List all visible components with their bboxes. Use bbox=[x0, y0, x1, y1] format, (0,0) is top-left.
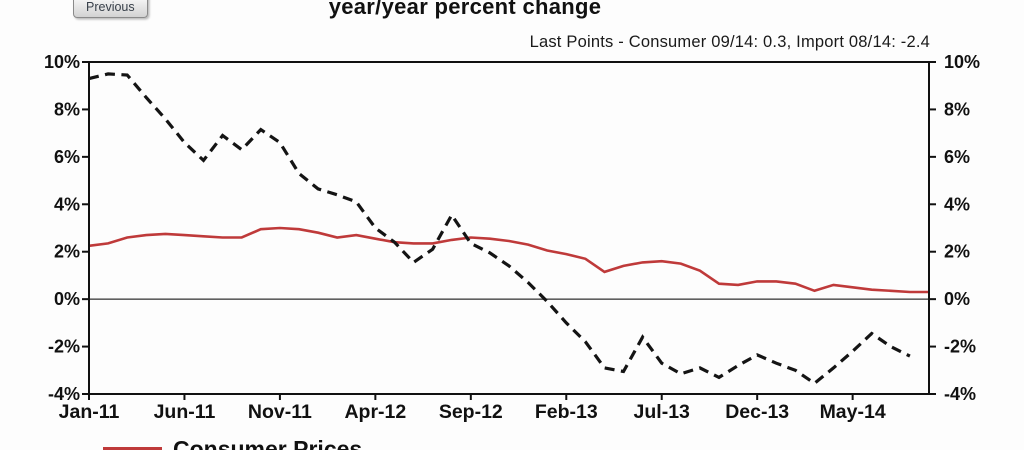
chart-legend: Consumer Prices bbox=[103, 436, 362, 450]
y-axis-label-right: 8% bbox=[944, 99, 970, 119]
y-axis-label-left: 2% bbox=[54, 242, 80, 262]
chart-subtitle-last-points: Last Points - Consumer 09/14: 0.3, Impor… bbox=[529, 33, 930, 51]
consumer-prices-legend-label: Consumer Prices bbox=[173, 436, 363, 450]
y-axis-label-left: 0% bbox=[54, 289, 80, 309]
x-axis-label: Apr-12 bbox=[344, 401, 406, 423]
import-line bbox=[88, 72, 911, 386]
x-axis-label: Feb-13 bbox=[535, 401, 598, 423]
x-axis-label: May-14 bbox=[820, 401, 886, 423]
x-axis-label: Dec-13 bbox=[725, 401, 789, 423]
y-axis-label-left: -4% bbox=[48, 384, 80, 404]
previous-button[interactable]: Previous bbox=[73, 0, 148, 18]
x-axis-label: Sep-12 bbox=[439, 401, 503, 423]
x-axis-label: Jan-11 bbox=[59, 401, 120, 423]
y-axis-label-right: 2% bbox=[944, 242, 970, 262]
x-axis-label: Nov-11 bbox=[248, 401, 312, 423]
y-axis-label-left: 8% bbox=[54, 99, 80, 119]
consumer-prices-line bbox=[88, 226, 929, 294]
y-axis-label-right: 0% bbox=[944, 289, 970, 309]
y-axis-label-left: 4% bbox=[54, 194, 80, 214]
consumer-prices-legend-swatch bbox=[103, 447, 162, 450]
y-axis-label-right: 10% bbox=[944, 52, 980, 72]
y-axis-label-right: 6% bbox=[944, 147, 970, 167]
chart-title: year/year percent change bbox=[328, 0, 602, 19]
y-axis-label-right: -4% bbox=[944, 384, 976, 404]
y-axis-label-right: 4% bbox=[944, 194, 970, 214]
plot-frame bbox=[88, 61, 930, 395]
y-axis-label-left: 6% bbox=[54, 147, 80, 167]
x-axis-label: Jun-11 bbox=[154, 401, 216, 423]
y-axis-label-left: -2% bbox=[48, 337, 80, 357]
y-axis-label-right: -2% bbox=[944, 337, 976, 357]
x-axis-label: Jul-13 bbox=[634, 401, 691, 423]
y-axis-label-left: 10% bbox=[44, 52, 80, 72]
